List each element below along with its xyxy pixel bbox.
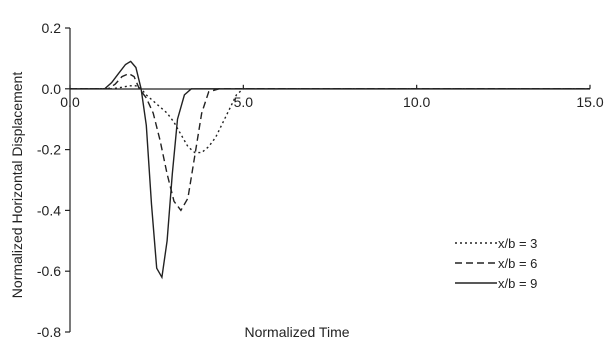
legend-label-1: x/b = 3 (498, 236, 537, 251)
x-tick-label: 15.0 (576, 94, 603, 110)
y-tick-group: 0.2 0.0 -0.2 -0.4 -0.6 -0.8 (37, 20, 70, 340)
x-tick-label: 10.0 (403, 94, 430, 110)
y-tick-label: -0.2 (37, 142, 61, 158)
series-group (70, 60, 590, 280)
y-tick-label: 0.0 (42, 81, 62, 97)
x-tick-label: 5.0 (234, 94, 254, 110)
y-tick-label: 0.2 (42, 20, 62, 36)
series-line-2 (70, 72, 590, 212)
y-axis-label: Normalized Horizontal Displacement (9, 72, 25, 299)
x-axis-label: Normalized Time (244, 324, 349, 340)
legend-label-2: x/b = 6 (498, 256, 537, 271)
x-tick-group: 0.0 5.0 10.0 15.0 (60, 84, 604, 110)
y-tick-label: -0.4 (37, 202, 61, 218)
y-tick-label: -0.8 (37, 324, 61, 340)
x-tick-label: 0.0 (60, 94, 80, 110)
series-line-3 (70, 60, 590, 280)
series-line-1 (70, 85, 590, 154)
legend: x/b = 3 x/b = 6 x/b = 9 (455, 236, 537, 291)
y-tick-label: -0.6 (37, 263, 61, 279)
legend-label-3: x/b = 9 (498, 276, 537, 291)
